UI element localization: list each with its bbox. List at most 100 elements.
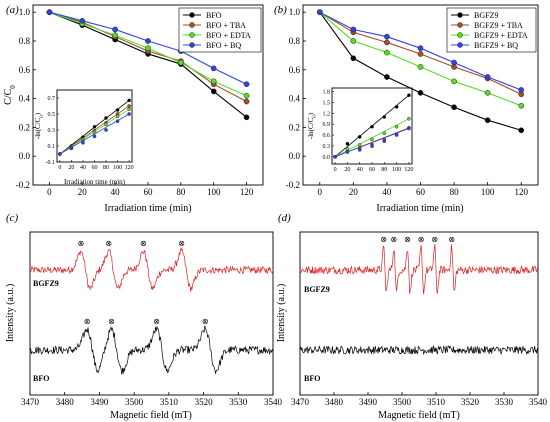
inset-y-tick-label: 0.3 (48, 128, 56, 134)
x-tick-label: 3500 (125, 397, 144, 407)
inset-y-tick-label: 0.3 (323, 144, 331, 150)
x-axis-label: Magnetic field (mT) (378, 410, 460, 421)
trace-label-bfo: BFO (304, 374, 320, 383)
inset-data-point (407, 93, 411, 98)
data-point (417, 89, 424, 96)
legend-label: BGFZ9 (474, 11, 498, 20)
data-point (384, 74, 390, 80)
panel-d: 3470 3480 3490 3500 3510 3520 3530 3540 ⊗ ⊗ ⊗ ⊗ ⊗ ⊗ M… (276, 231, 548, 421)
data-point (417, 51, 424, 57)
x-tick-label: 3490 (90, 397, 109, 407)
y-tick-label: -0.2 (286, 180, 300, 190)
legend-marker (457, 22, 463, 28)
inset-x-tick-label: 40 (357, 167, 363, 173)
x-tick-label: 40 (111, 187, 121, 197)
y-tick-label: 0.2 (19, 122, 30, 132)
inset-data-point (382, 139, 387, 143)
plot-marks: 0 20 40 60 80 100 120-0.20.00.20.40.60.81.0 (16, 7, 254, 197)
x-tick-label: 100 (481, 187, 495, 197)
x-tick-label: 40 (382, 187, 392, 197)
x-tick-label: 80 (450, 187, 460, 197)
inset-data-point (115, 114, 120, 119)
legend-marker (189, 22, 195, 28)
data-point (384, 33, 390, 40)
inset-data-point (394, 105, 399, 109)
inset-y-tick-label: 0.9 (323, 122, 331, 128)
inset-data-point (333, 154, 337, 159)
y-tick-label: 1.0 (289, 7, 301, 17)
inset-data-point (394, 124, 399, 129)
inset-data-point (345, 141, 350, 146)
inset-data-point (81, 140, 85, 145)
inset-y-tick-label: 1.2 (323, 111, 331, 117)
inset-y-tick-label: 1.8 (323, 90, 331, 96)
inset: -ln(C/C0) 0 20 40 60 80 100 120 0.0 0.3 0.6 0.9 1.2… (307, 87, 413, 173)
plot-frame (299, 231, 539, 396)
inset-y-tick-label: 0.6 (323, 133, 331, 139)
epr-trace-1 (29, 325, 274, 375)
x-tick-label: 3520 (195, 397, 214, 407)
data-point (145, 38, 151, 44)
inset-data-point (370, 124, 374, 129)
data-point (46, 9, 53, 16)
data-point (518, 102, 525, 109)
y-tick-label: 0.8 (289, 36, 301, 46)
x-axis-label: Magnetic field (mT) (110, 410, 192, 421)
inset-data-point (345, 150, 350, 154)
inset-y-axis-label: -ln(C/C0) (34, 112, 45, 139)
data-point (112, 32, 118, 39)
legend-marker (457, 32, 463, 38)
plot-marks: 0 20 40 60 80 100 120-0.20.00.20.40.60.81.0 (286, 7, 529, 197)
x-tick-label: 120 (514, 187, 528, 197)
inset-data-point (382, 131, 387, 136)
inset-y-tick-label: 0.0 (323, 155, 331, 161)
inset-data-point (58, 152, 62, 156)
data-point (451, 59, 457, 66)
inset-data-point (394, 133, 399, 137)
y-axis-label: C/C0 (3, 85, 17, 105)
peak-marker: ⊗ (380, 235, 387, 244)
legend-marker (189, 12, 195, 18)
inset-x-tick-label: 0 (334, 167, 337, 173)
x-tick-label: 3480 (56, 397, 75, 407)
inset-data-point (407, 116, 411, 121)
panel-b: 0 20 40 60 80 100 120-0.20.00.20.40.60.81.0 Ir… (286, 4, 539, 214)
inset-x-tick-label: 120 (125, 165, 134, 171)
trace-label-bfo: BFO (33, 374, 49, 383)
data-point (350, 26, 357, 33)
data-point (210, 65, 217, 72)
data-point (518, 127, 525, 134)
inset-data-point (357, 135, 362, 139)
data-point (316, 9, 323, 16)
y-tick-label: 0.6 (19, 65, 31, 75)
y-tick-label: 0.4 (289, 94, 301, 104)
inset-data-point (92, 134, 97, 139)
inset-x-tick-label: 20 (68, 165, 74, 171)
x-tick-label: 3480 (325, 397, 344, 407)
inset-x-tick-label: 80 (103, 165, 109, 171)
inset-y-tick-label: 1.5 (323, 100, 331, 106)
inset-x-tick-label: 0 (58, 165, 61, 171)
data-point (484, 74, 491, 80)
plot-frame (29, 231, 274, 396)
x-tick-label: 3530 (229, 397, 248, 407)
inset-x-tick-label: 100 (392, 167, 401, 173)
y-tick-label: 0.2 (289, 122, 300, 132)
data-point (243, 98, 250, 105)
inset-data-point (407, 126, 411, 131)
peak-marker: ⊗ (448, 235, 455, 244)
trace-label-bgfz9: BGFZ9 (33, 279, 59, 288)
panel-label-a: (a) (6, 4, 19, 16)
inset-data-point (357, 143, 362, 147)
x-tick-label: 120 (240, 187, 254, 197)
data-point (384, 49, 390, 56)
x-tick-label: 3500 (393, 397, 412, 407)
peak-marker: ⊗ (404, 235, 411, 244)
data-point (210, 88, 217, 95)
inset-y-tick-label: 0.7 (48, 96, 56, 102)
y-tick-label: 0.0 (19, 151, 31, 161)
legend-label: BGFZ9 + EDTA (474, 31, 528, 40)
data-point (451, 104, 457, 111)
panel-c: 3470 3480 3490 3500 3510 3520 3530 3540 ⊗ ⊗ ⊗ ⊗ ⊗ ⊗ ⊗ ⊗… (5, 231, 283, 421)
panel-label-d: (d) (278, 212, 291, 224)
